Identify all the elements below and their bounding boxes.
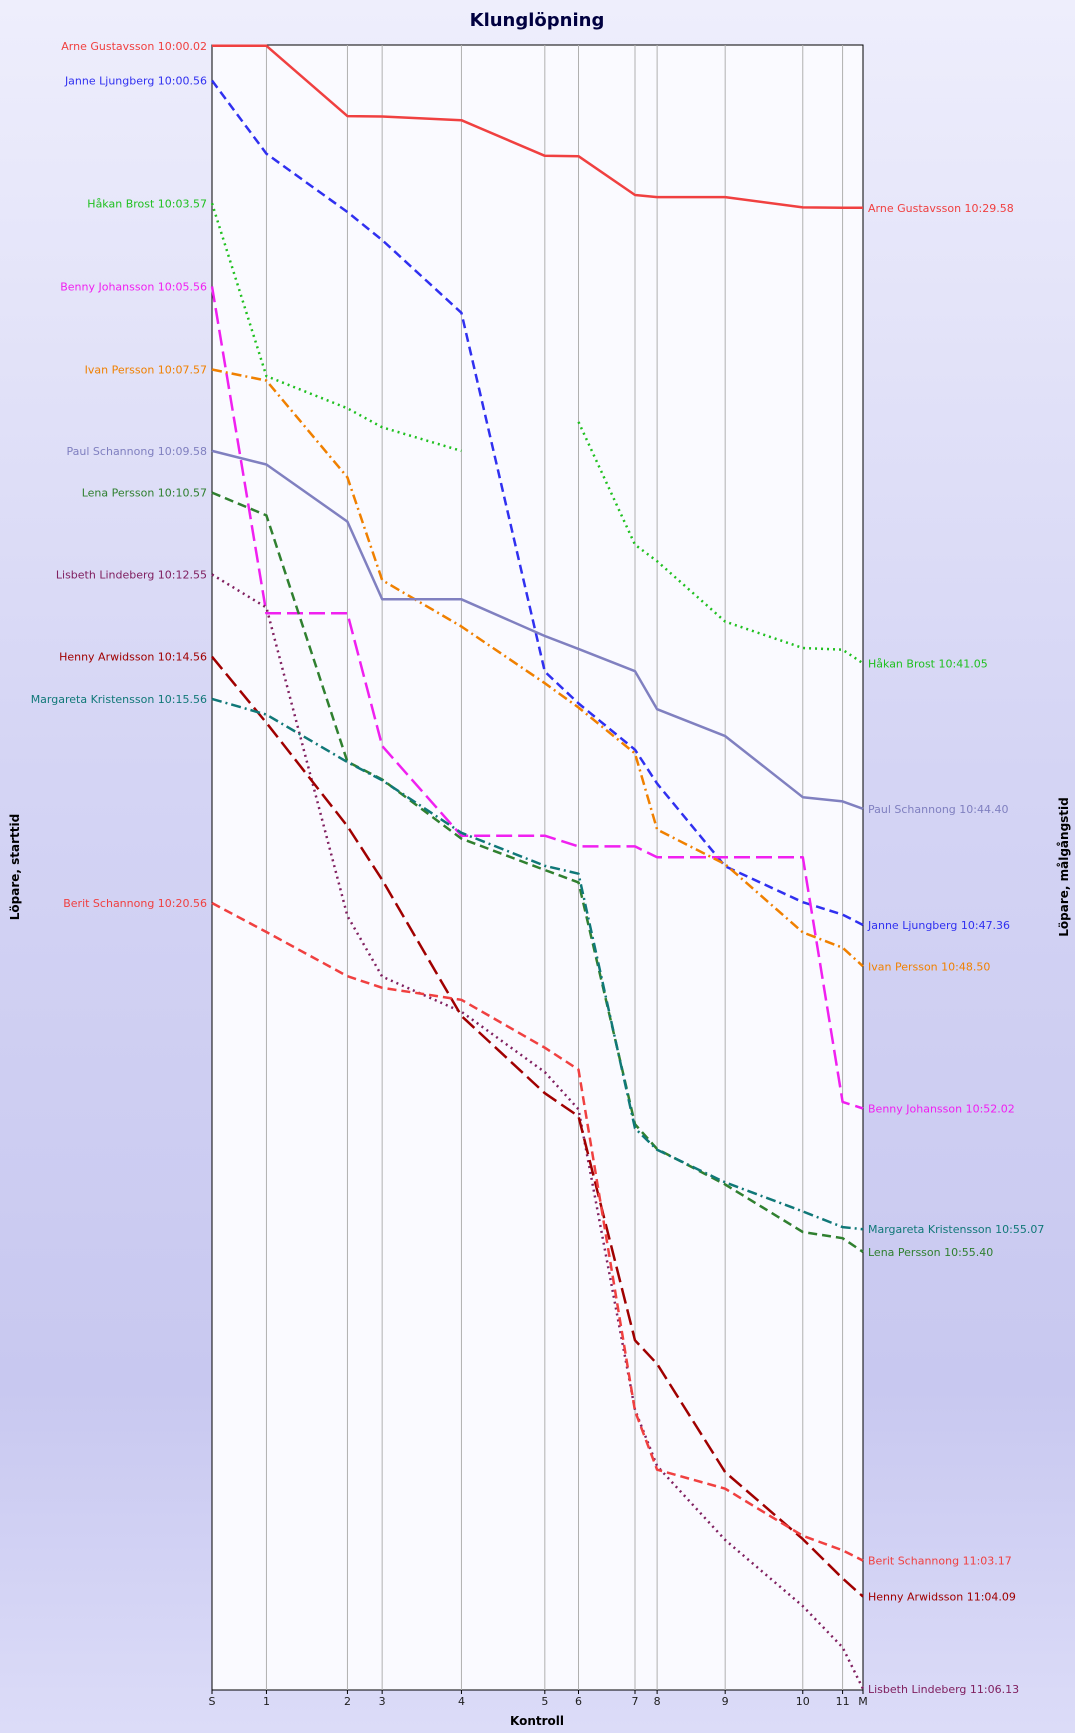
start-label: Lena Persson 10:10.57 [82,487,207,500]
finish-label: Henny Arwidsson 11:04.09 [868,1591,1016,1604]
finish-label: Ivan Persson 10:48.50 [868,960,990,973]
y-axis-title-left: Löpare, starttid [8,814,22,920]
series-line [211,368,864,968]
start-label: Lisbeth Lindeberg 10:12.55 [56,568,207,581]
x-tick-label: M [858,1695,868,1708]
finish-label: Paul Schannong 10:44.40 [868,803,1008,816]
finish-label: Håkan Brost 10:41.05 [868,657,988,670]
start-label: Benny Johansson 10:05.56 [60,280,207,293]
series-lines [210,44,865,1690]
x-tick-label: S [209,1695,216,1708]
x-tick-label: 6 [575,1695,582,1708]
start-label: Margareta Kristensson 10:15.56 [31,693,207,706]
finish-label: Janne Ljungberg 10:47.36 [867,919,1010,932]
start-label: Henny Arwidsson 10:14.56 [59,651,207,664]
start-label: Håkan Brost 10:03.57 [87,197,207,210]
start-labels: Arne Gustavsson 10:00.02 Janne Ljungberg … [31,40,207,910]
series-line [211,655,864,1598]
x-tick-label: 8 [654,1695,661,1708]
finish-label: Lisbeth Lindeberg 11:06.13 [868,1683,1019,1696]
x-tick-label: 7 [631,1695,638,1708]
series-line [211,573,865,1690]
finish-label: Lena Persson 10:55.40 [868,1246,993,1259]
finish-label: Margareta Kristensson 10:55.07 [868,1223,1044,1236]
x-tick-label: 2 [344,1695,351,1708]
start-label: Paul Schannong 10:09.58 [67,445,207,458]
start-label: Ivan Persson 10:07.57 [85,363,207,376]
series-line [211,491,864,1253]
series-line [212,44,863,210]
y-axis-title-right: Löpare, målgångstid [1057,797,1071,937]
series-line [210,202,864,665]
series-line [211,449,864,810]
series-line [211,901,864,1562]
finish-label: Benny Johansson 10:52.02 [868,1102,1015,1115]
x-tick-label: 9 [722,1695,729,1708]
chart-title: Klunglöpning [470,10,605,31]
start-label: Janne Ljungberg 10:00.56 [64,75,207,88]
x-axis-title: Kontroll [510,1714,564,1728]
start-label: Berit Schannong 10:20.56 [63,897,207,910]
series-line [210,286,864,1110]
x-tick-label: 1 [263,1695,270,1708]
series-line [211,697,864,1231]
x-tick-labels: S 1 2 3 4 5 6 7 8 9 10 11 M [209,1690,868,1708]
series-line [210,79,864,927]
start-label: Arne Gustavsson 10:00.02 [61,40,207,53]
x-tick-label: 4 [458,1695,465,1708]
finish-labels: Arne Gustavsson 10:29.58 Janne Ljungberg … [867,202,1044,1696]
finish-label: Berit Schannong 11:03.17 [868,1555,1012,1568]
x-tick-label: 5 [541,1695,548,1708]
x-tick-label: 3 [379,1695,386,1708]
gridlines [265,45,844,1690]
finish-label: Arne Gustavsson 10:29.58 [868,202,1014,215]
x-tick-label: 11 [836,1695,850,1708]
x-tick-label: 10 [796,1695,810,1708]
